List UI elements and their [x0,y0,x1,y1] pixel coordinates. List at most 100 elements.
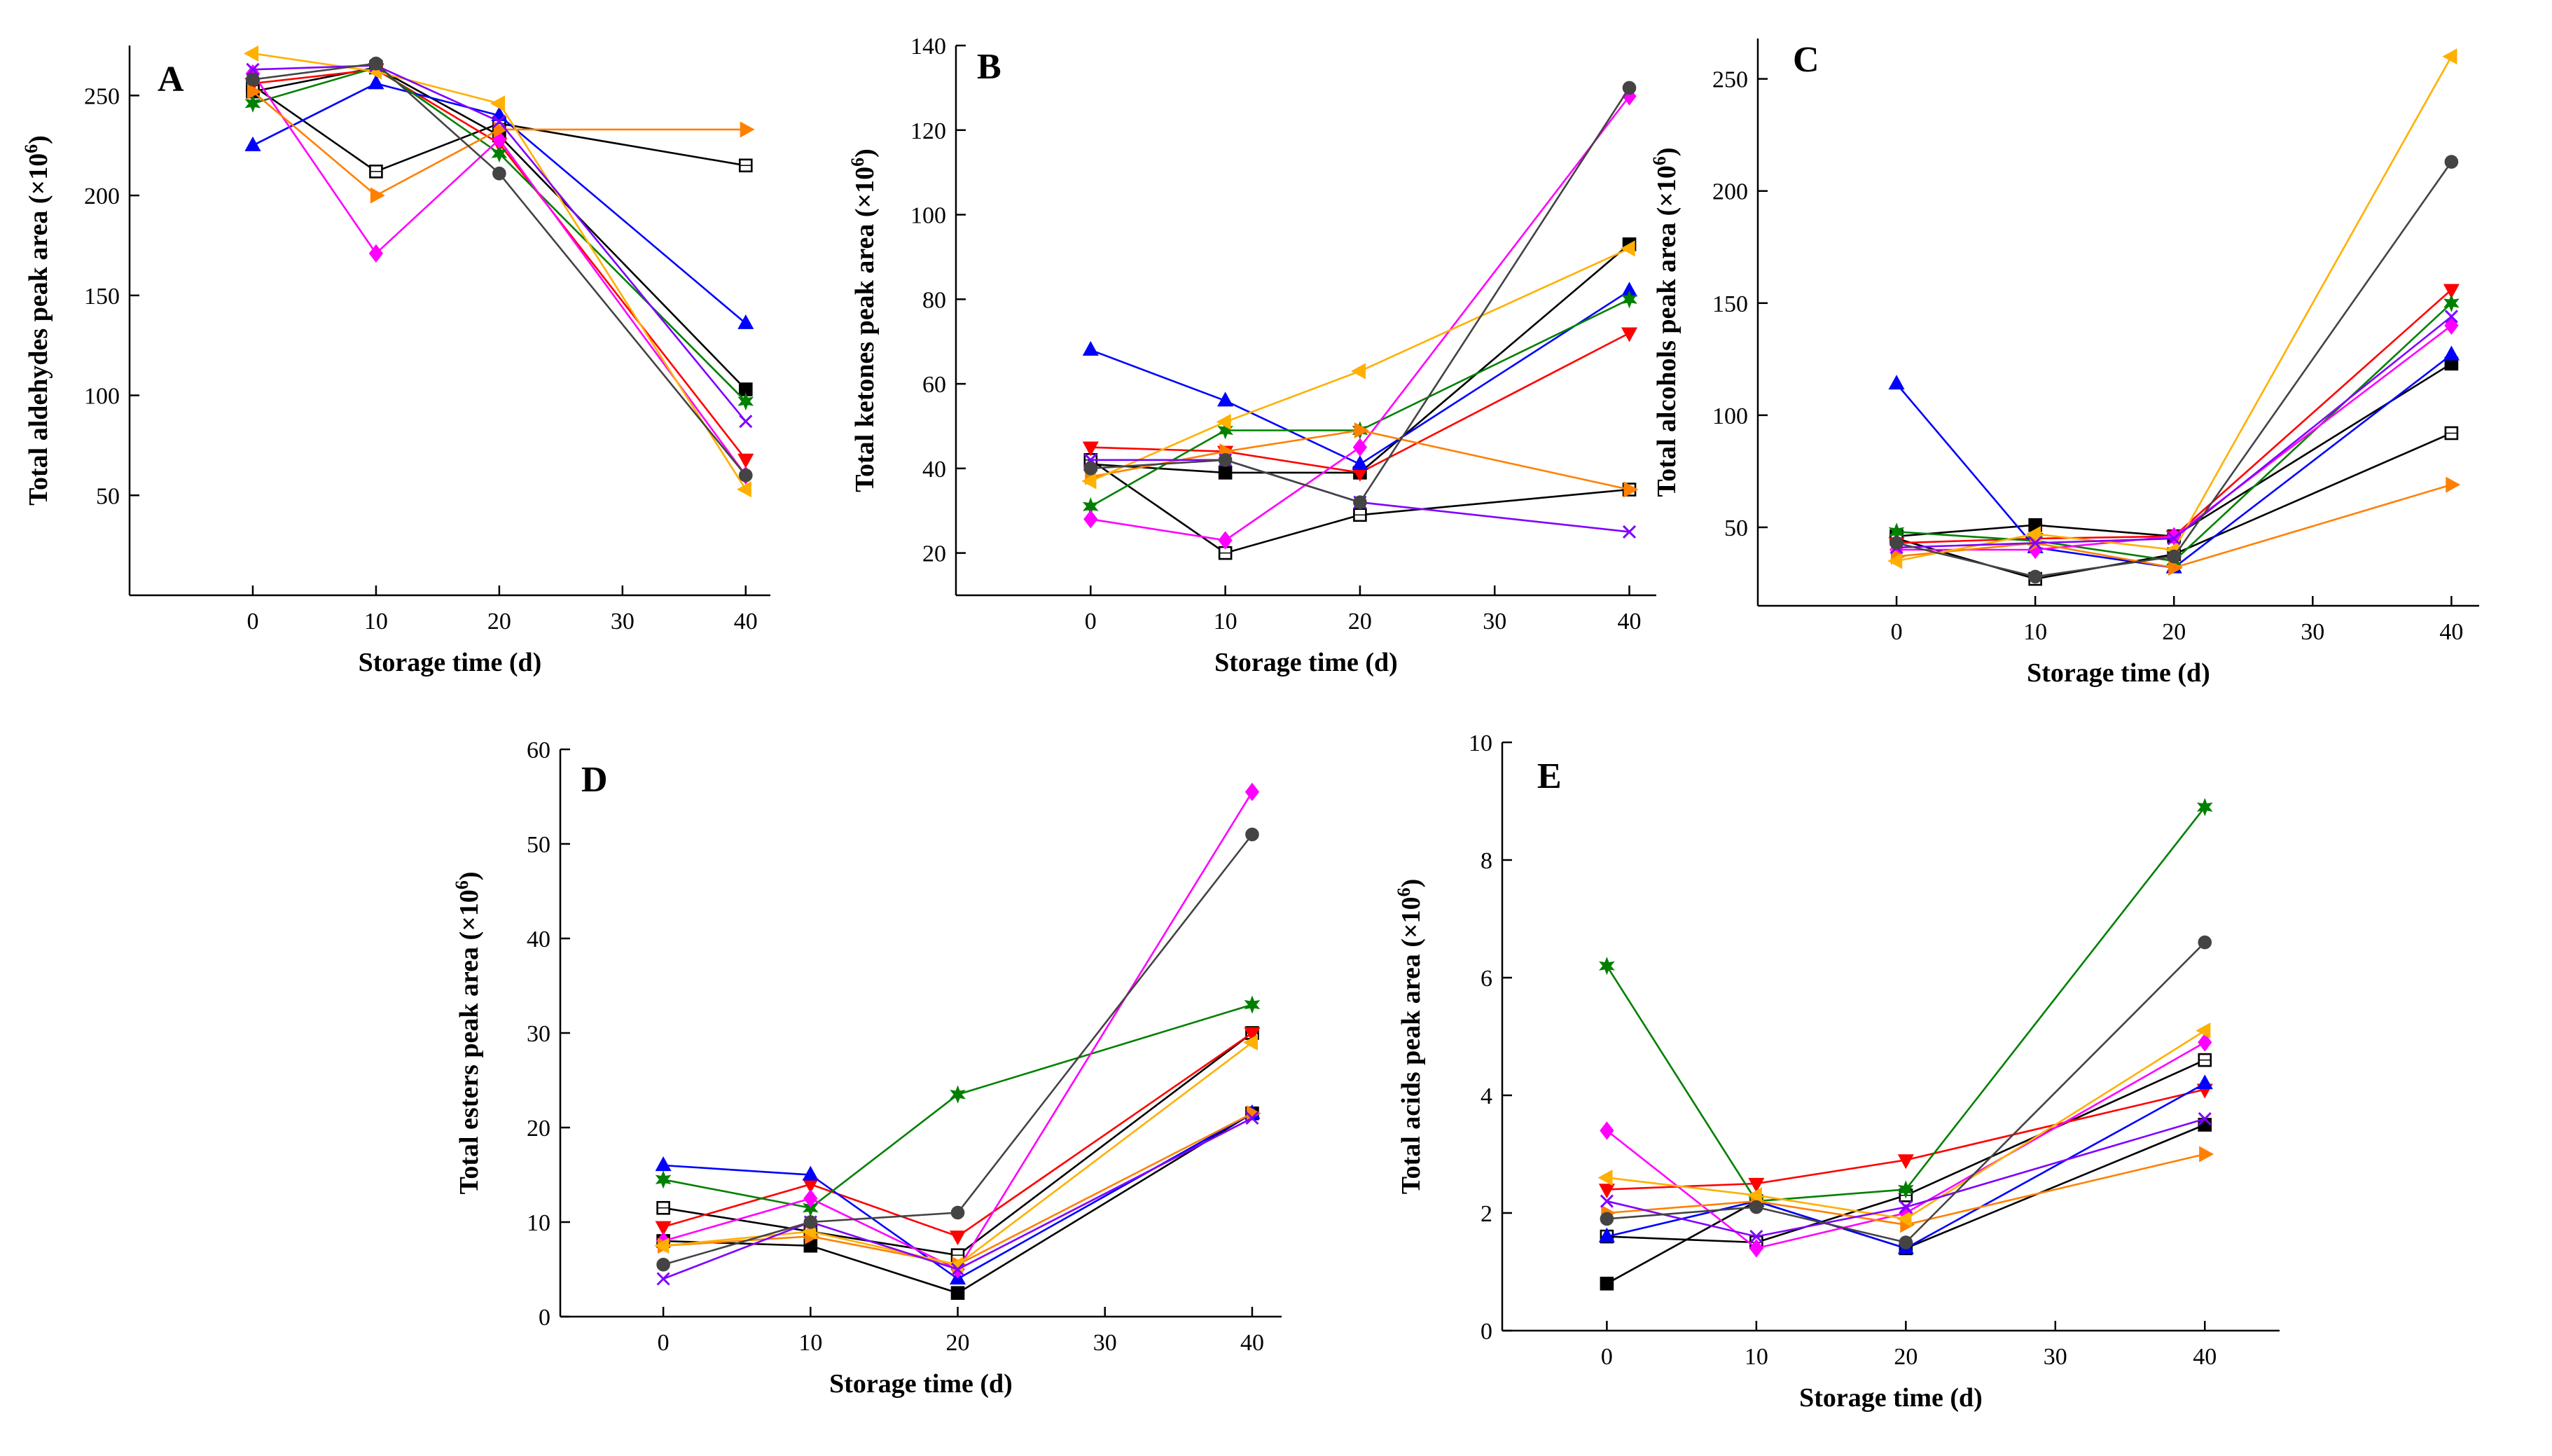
y-tick-label-d-60: 60 [527,737,550,763]
point-c-s3-40 [2443,284,2460,299]
point-e-s10-0 [1600,1212,1614,1226]
point-e-s3-0 [1598,1184,1615,1199]
series-line-e-s8 [1607,1029,2205,1220]
x-tick-label-b-0: 0 [1085,609,1097,635]
point-e-s3-20 [1897,1154,1914,1170]
x-tick-label-c-40: 40 [2439,619,2463,645]
point-a-s4-10 [368,74,384,90]
point-a-s5-0 [244,94,261,113]
point-b-s10-40 [1622,81,1637,95]
y-axis-title-exp-c: 6 [1649,156,1670,165]
y-axis-title-end-c: ) [1652,147,1681,156]
y-tick-label-e-10: 10 [1469,730,1492,756]
series-line-a-s2 [252,85,747,173]
point-e-s3-10 [1748,1177,1765,1193]
point-c-s8-10 [2026,526,2041,543]
y-axis-title-main-a: Total aldehydes peak area (×10 [24,153,53,506]
y-axis-title-end-e: ) [1396,879,1426,888]
x-tick-label-d-20: 20 [946,1330,970,1356]
point-e-s5-20 [1898,1180,1914,1199]
x-tick-label-d-40: 40 [1240,1330,1264,1356]
point-a-s6-10 [368,244,384,263]
point-b-s7-20 [1354,422,1369,439]
point-d-s9-40 [1245,1111,1259,1125]
x-tick-label-d-0: 0 [658,1330,670,1356]
panel-letter-a: A [158,60,184,99]
point-e-s5-0 [1599,957,1615,976]
x-axis-title-a: Storage time (d) [359,648,542,677]
x-tick-label-e-40: 40 [2193,1344,2217,1370]
point-b-s4-20 [1352,455,1368,470]
series-line-b-s2 [1090,459,1630,555]
series-line-e-s9 [1607,1118,2205,1237]
x-tick-label-e-0: 0 [1601,1344,1613,1370]
y-tick-label-c-250: 250 [1712,67,1748,93]
point-b-s4-10 [1217,391,1234,407]
y-tick-label-c-100: 100 [1712,403,1748,429]
series-line-b-s5 [1090,298,1630,508]
series-line-c-s7 [1896,483,2452,569]
y-axis-title-end-b: ) [850,148,880,158]
point-e-s10-10 [1749,1200,1763,1214]
y-tick-label-e-6: 6 [1480,966,1492,992]
point-e-s5-40 [2196,798,2213,817]
panel-c: C 50 100 150 200 250 0 10 20 30 40 Storage time (d… [1649,39,2479,688]
point-d-s4-0 [655,1156,672,1172]
point-e-s1-0 [1600,1277,1614,1291]
point-b-s6-0 [1083,510,1098,529]
point-a-s7-10 [370,187,385,204]
point-a-s7-0 [247,83,262,100]
point-d-s5-0 [655,1170,672,1189]
point-c-s6-40 [2444,316,2459,335]
point-c-s7-40 [2446,476,2461,493]
series-line-b-s3 [1090,332,1630,474]
point-e-s9-10 [1749,1230,1763,1244]
point-c-s8-0 [1887,553,1903,569]
series-line-d-s8 [663,1041,1253,1266]
point-b-s5-40 [1621,290,1637,309]
point-e-s9-40 [2198,1112,2212,1126]
point-b-s8-0 [1081,473,1097,490]
point-d-s6-40 [1244,782,1260,801]
point-e-s10-40 [2198,935,2212,950]
y-tick-label-d-30: 30 [527,1021,550,1047]
point-b-s7-40 [1623,481,1639,498]
point-b-s8-20 [1351,363,1366,380]
series-line-c-s9 [1896,315,2453,549]
point-c-s5-40 [2443,293,2460,312]
y-axis-title-e: Total acids peak area (×106) [1394,879,1426,1195]
point-a-s10-40 [739,468,753,483]
series-line-a-s7 [252,90,746,197]
series-line-c-s4 [1896,354,2453,569]
point-a-s8-0 [244,45,259,62]
point-e-s8-40 [2196,1022,2211,1039]
series-line-d-s6 [663,791,1254,1271]
series-line-c-s1 [1896,363,2453,538]
point-d-s1-20 [950,1286,965,1301]
point-b-s4-0 [1082,340,1099,356]
point-a-s8-20 [490,95,505,112]
point-e-s4-40 [2196,1074,2213,1090]
point-c-s10-20 [2167,549,2182,564]
series-line-e-s7 [1607,1153,2205,1226]
point-c-s8-40 [2442,48,2457,65]
y-tick-label-d-20: 20 [527,1116,550,1142]
y-axis-title-main-e: Total acids peak area (×10 [1396,896,1426,1194]
point-a-s4-0 [244,136,261,151]
y-axis-title-a: Total aldehydes peak area (×106) [21,135,53,506]
x-tick-label-b-30: 30 [1483,609,1506,635]
point-b-s10-0 [1083,462,1098,476]
point-e-s10-20 [1899,1235,1913,1249]
point-d-s8-40 [1243,1034,1258,1051]
series-line-a-s10 [252,62,747,476]
point-d-s10-0 [656,1257,670,1272]
y-tick-label-b-120: 120 [910,118,946,144]
y-tick-label-d-10: 10 [527,1210,550,1236]
series-line-b-s6 [1090,95,1630,541]
x-tick-label-b-20: 20 [1348,609,1372,635]
point-c-s9-10 [2028,536,2042,550]
y-axis-title-main-d: Total esters peak area (×10 [455,889,484,1194]
point-a-s10-10 [369,56,383,71]
series-line-d-s9 [663,1117,1253,1280]
point-e-s6-40 [2198,1033,2212,1052]
